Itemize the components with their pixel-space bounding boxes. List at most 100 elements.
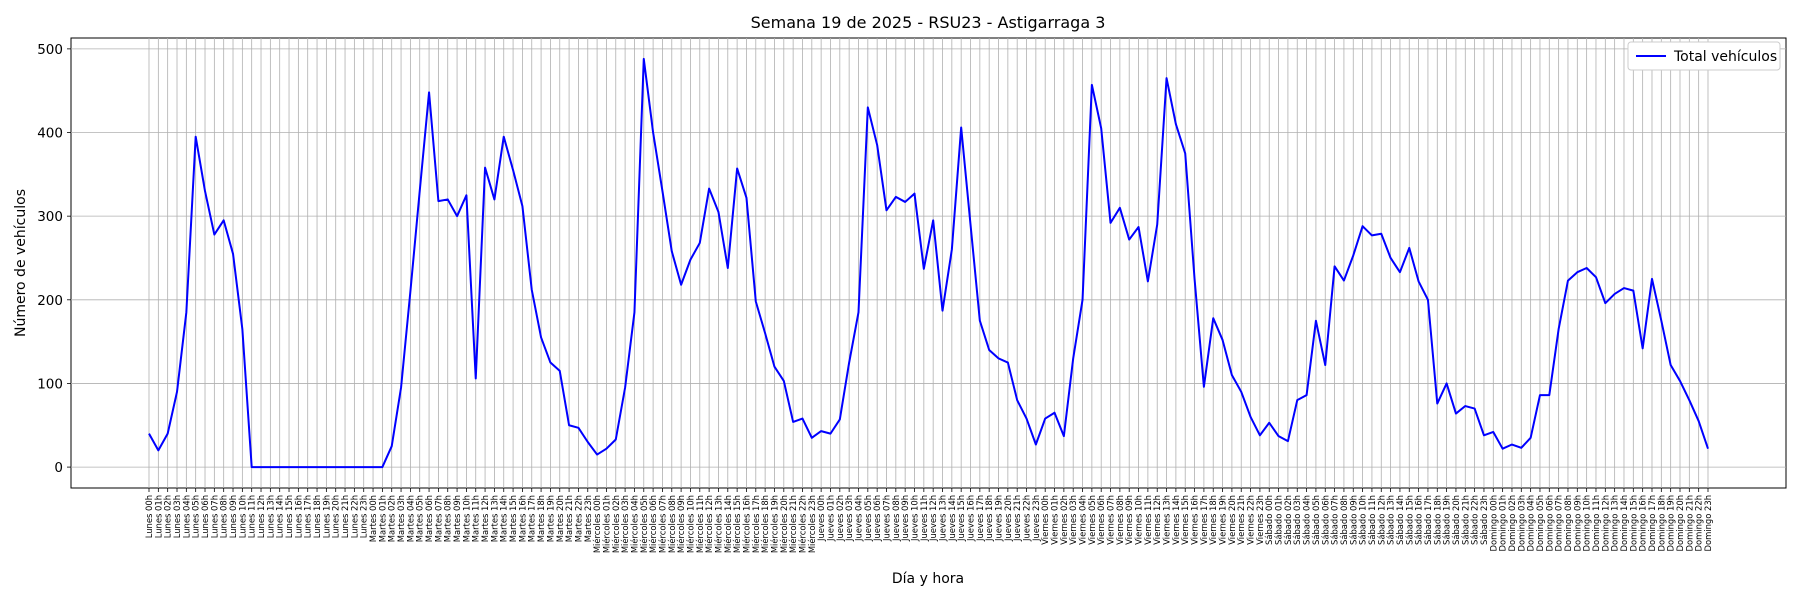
x-tick-label: Martes 16h [517, 495, 527, 542]
x-tick-label: Jueves 15h [956, 495, 966, 542]
x-tick-label: Miércoles 03h [620, 495, 630, 553]
x-tick-label: Martes 15h [508, 495, 518, 542]
x-tick-label: Domingo 01h [1498, 495, 1508, 551]
x-tick-label: Sábado 22h [1470, 495, 1480, 545]
x-tick-label: Lunes 10h [237, 495, 247, 538]
x-tick-label: Viernes 17h [1199, 495, 1209, 545]
x-tick-label: Lunes 17h [303, 495, 313, 538]
x-tick-label: Viernes 06h [1096, 495, 1106, 545]
x-tick-label: Jueves 22h [1022, 495, 1032, 542]
x-tick-label: Miércoles 15h [732, 495, 742, 553]
x-tick-label: Sábado 04h [1302, 495, 1312, 545]
x-tick-label: Viernes 00h [1040, 495, 1050, 545]
x-tick-label: Sábado 03h [1292, 495, 1302, 545]
x-tick-label: Lunes 07h [209, 495, 219, 538]
x-tick-label: Viernes 02h [1059, 495, 1069, 545]
x-tick-label: Miércoles 22h [797, 495, 807, 553]
x-tick-label: Domingo 20h [1675, 495, 1685, 551]
x-tick-label: Domingo 06h [1544, 495, 1554, 551]
x-tick-label: Lunes 13h [265, 495, 275, 538]
x-tick-label: Sábado 14h [1395, 495, 1405, 545]
chart-title: Semana 19 de 2025 - RSU23 - Astigarraga … [751, 13, 1106, 32]
x-tick-label: Viernes 20h [1227, 495, 1237, 545]
x-tick-label: Jueves 14h [947, 495, 957, 542]
x-tick-label: Jueves 23h [1031, 495, 1041, 542]
x-tick-label: Viernes 09h [1124, 495, 1134, 545]
x-axis-label: Día y hora [892, 571, 964, 587]
x-tick-label: Sábado 23h [1479, 495, 1489, 545]
x-tick-label: Lunes 08h [219, 495, 229, 538]
x-tick-label: Sábado 02h [1283, 495, 1293, 545]
x-tick-label: Sábado 05h [1311, 495, 1321, 545]
x-tick-label: Jueves 02h [835, 495, 845, 542]
x-tick-label: Miércoles 09h [676, 495, 686, 553]
x-tick-label: Lunes 00h [144, 495, 154, 538]
y-tick-label: 300 [37, 209, 63, 225]
x-tick-label: Sábado 01h [1274, 495, 1284, 545]
x-tick-label: Sábado 12h [1376, 495, 1386, 545]
legend-label: Total vehículos [1673, 49, 1777, 65]
x-tick-label: Martes 05h [415, 495, 425, 542]
x-tick-label: Lunes 23h [359, 495, 369, 538]
x-tick-label: Jueves 20h [1003, 495, 1013, 542]
x-tick-label: Jueves 13h [938, 495, 948, 542]
x-tick-label: Martes 23h [583, 495, 593, 542]
series-line-total-vehiculos [148, 57, 1709, 469]
x-tick-label: Lunes 09h [228, 495, 238, 538]
x-tick-label: Miércoles 08h [667, 495, 677, 553]
x-tick-label: Lunes 06h [200, 495, 210, 538]
x-tick-label: Domingo 22h [1694, 495, 1704, 551]
x-tick-label: Lunes 12h [256, 495, 266, 538]
x-tick-label: Sábado 08h [1339, 495, 1349, 545]
x-axis-ticks: Lunes 00h Lunes 01h Lunes 02h Lunes 03h Lune… [144, 488, 1713, 553]
x-tick-label: Jueves 18h [984, 495, 994, 542]
x-tick-label: Martes 18h [536, 495, 546, 542]
legend-box [1627, 41, 1781, 71]
x-tick-label: Domingo 16h [1638, 495, 1648, 551]
x-tick-label: Jueves 12h [928, 495, 938, 542]
x-tick-label: Lunes 15h [284, 495, 294, 538]
x-tick-label: Viernes 15h [1180, 495, 1190, 545]
x-tick-label: Jueves 08h [891, 495, 901, 542]
x-tick-label: Viernes 12h [1152, 495, 1162, 545]
plot-area [70, 37, 1787, 489]
x-tick-label: Jueves 01h [825, 495, 835, 542]
x-tick-label: Sábado 09h [1348, 495, 1358, 545]
x-tick-label: Jueves 21h [1012, 495, 1022, 542]
x-tick-label: Martes 06h [424, 495, 434, 542]
x-tick-label: Martes 02h [387, 495, 397, 542]
x-tick-label: Sábado 15h [1404, 495, 1414, 545]
x-tick-label: Lunes 14h [275, 495, 285, 538]
x-tick-label: Lunes 03h [172, 495, 182, 538]
x-tick-label: Martes 01h [377, 495, 387, 542]
x-tick-label: Viernes 08h [1115, 495, 1125, 545]
x-tick-label: Sábado 10h [1358, 495, 1368, 545]
x-tick-label: Viernes 19h [1218, 495, 1228, 545]
y-axis-ticks: 0 100 200 300 400 500 [37, 42, 71, 476]
x-tick-label: Viernes 10h [1134, 495, 1144, 545]
x-tick-label: Sábado 18h [1432, 495, 1442, 545]
x-tick-label: Jueves 00h [816, 495, 826, 542]
x-tick-label: Miércoles 06h [648, 495, 658, 553]
x-tick-label: Martes 03h [396, 495, 406, 542]
y-tick-label: 400 [37, 126, 63, 142]
x-tick-label: Viernes 14h [1171, 495, 1181, 545]
x-tick-label: Jueves 05h [863, 495, 873, 542]
x-tick-label: Miércoles 18h [760, 495, 770, 553]
x-tick-label: Lunes 20h [331, 495, 341, 538]
x-tick-label: Jueves 04h [853, 495, 863, 542]
y-axis-label: Número de vehículos [13, 189, 29, 337]
x-tick-label: Domingo 18h [1656, 495, 1666, 551]
x-tick-label: Lunes 04h [181, 495, 191, 538]
y-tick-label: 100 [37, 376, 63, 392]
x-tick-label: Martes 14h [499, 495, 509, 542]
x-tick-label: Domingo 00h [1488, 495, 1498, 551]
x-tick-label: Viernes 11h [1143, 495, 1153, 545]
x-tick-label: Jueves 11h [919, 495, 929, 542]
x-tick-label: Miércoles 04h [629, 495, 639, 553]
x-tick-label: Viernes 01h [1050, 495, 1060, 545]
x-tick-label: Viernes 04h [1078, 495, 1088, 545]
x-tick-label: Domingo 02h [1507, 495, 1517, 551]
x-tick-label: Domingo 07h [1554, 495, 1564, 551]
